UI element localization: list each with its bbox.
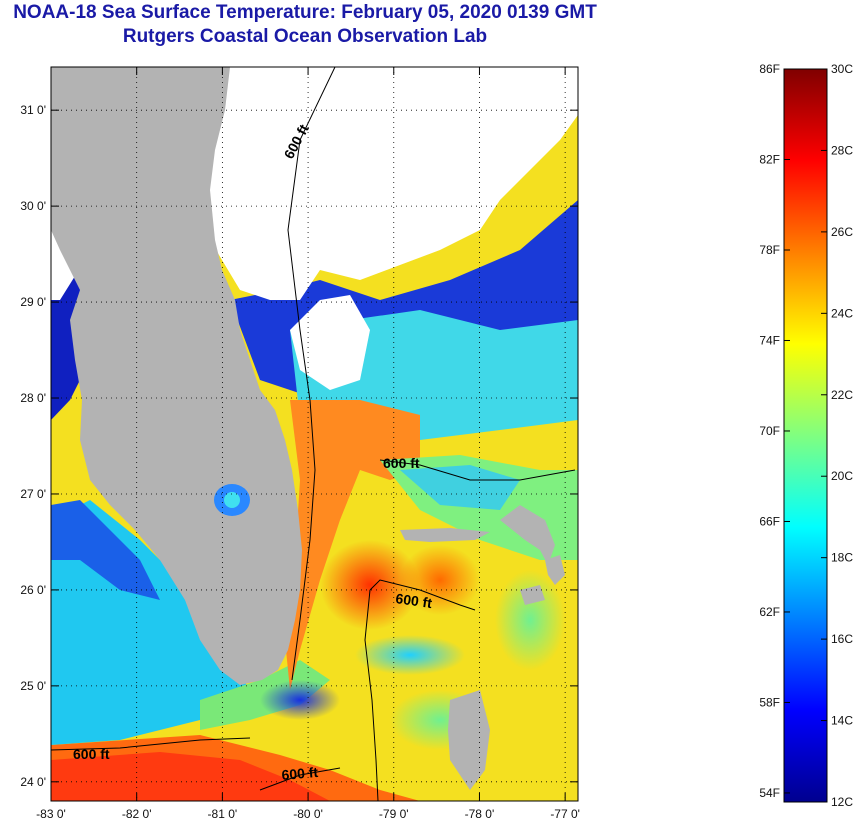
colorbar-c-label: 28C (831, 143, 853, 157)
map-title: NOAA-18 Sea Surface Temperature: Februar… (13, 2, 597, 23)
colorbar-c-label: 14C (831, 714, 853, 728)
map-frame (50, 66, 579, 802)
sst-gulfstream (285, 400, 420, 690)
contour-label-600ft-4: 600 ft (73, 746, 110, 762)
lat-tick-label: 24 0' (20, 775, 46, 789)
sst-gulf-blue (51, 500, 160, 600)
sst-hot-core-1 (320, 540, 420, 630)
sst-image (51, 67, 578, 801)
sst-blue-patch (260, 680, 340, 720)
colorbar-f-label: 74F (759, 333, 780, 347)
lat-tick-label: 30 0' (20, 199, 46, 213)
contour-label-600ft-3: 600 ft (395, 590, 434, 611)
contour-600ft-central (369, 579, 476, 611)
colorbar-f-label: 78F (759, 243, 780, 257)
colorbar-f-label: 58F (759, 695, 780, 709)
colorbar-c-label: 20C (831, 469, 853, 483)
colorbar-c-label: 18C (831, 551, 853, 565)
abaco (500, 505, 555, 565)
colorbar-c-label: 16C (831, 632, 853, 646)
colorbar-f-label: 86F (759, 62, 780, 76)
map-subtitle: Rutgers Coastal Ocean Observation Lab (122, 26, 488, 47)
contour-600ft-bahama-north (379, 459, 576, 481)
lon-tick-label: -77 0' (550, 807, 580, 821)
colorbar-c-label: 30C (831, 62, 853, 76)
lon-tick-label: -83 0' (36, 807, 66, 821)
colorbar-c-label: 26C (831, 225, 853, 239)
sst-cool-patch (355, 635, 465, 675)
lon-tick-label: -81 0' (208, 807, 238, 821)
eleuthera (545, 555, 565, 585)
colorbar-c-label: 12C (831, 795, 853, 809)
contour-600ft-east-coast (287, 66, 336, 681)
lat-tick-label: 31 0' (20, 103, 46, 117)
lon-tick-label: -78 0' (465, 807, 495, 821)
sst-green-patch (495, 570, 565, 670)
florida-land (51, 67, 302, 685)
lat-tick-label: 25 0' (20, 679, 46, 693)
colorbar-f-label: 70F (759, 424, 780, 438)
colorbar-c-label: 24C (831, 306, 853, 320)
colorbar-f-label: 82F (759, 152, 780, 166)
cloud-north (180, 67, 578, 300)
sst-hot-core-2 (400, 545, 480, 615)
sst-bahamas-cyan (400, 465, 520, 510)
colorbar: 30C 28C 26C 24C 22C 20C 18C 16C 14C 12C 86F 82F 78F 7… (759, 62, 853, 809)
lat-tick-label: 26 0' (20, 583, 46, 597)
colorbar-scale (783, 68, 828, 803)
cloud-east (290, 295, 370, 390)
contour-label-600ft-2: 600 ft (383, 455, 420, 471)
colorbar-f-label: 66F (759, 514, 780, 528)
lon-tick-label: -79 0' (379, 807, 409, 821)
depth-contours (50, 66, 576, 802)
sst-hot-south (51, 752, 330, 801)
lat-tick-label: 28 0' (20, 391, 46, 405)
andros (448, 690, 490, 790)
lat-tick-label: 29 0' (20, 295, 46, 309)
lon-tick-label: -80 0' (293, 807, 323, 821)
grand-bahama (400, 528, 490, 542)
lon-tick-label: -82 0' (122, 807, 152, 821)
colorbar-f-label: 62F (759, 605, 780, 619)
contour-600ft-keys (259, 767, 341, 791)
contour-600ft-central-south (364, 589, 379, 802)
lat-tick-label: 27 0' (20, 487, 46, 501)
colorbar-c-label: 22C (831, 388, 853, 402)
colorbar-f-label: 54F (759, 786, 780, 800)
contour-label-600ft-5: 600 ft (281, 764, 319, 783)
contour-600ft-gulf (50, 737, 251, 751)
axis-ticks: -83 0' -82 0' -81 0' -80 0' -79 0' -78 0' -77 … (20, 67, 580, 821)
